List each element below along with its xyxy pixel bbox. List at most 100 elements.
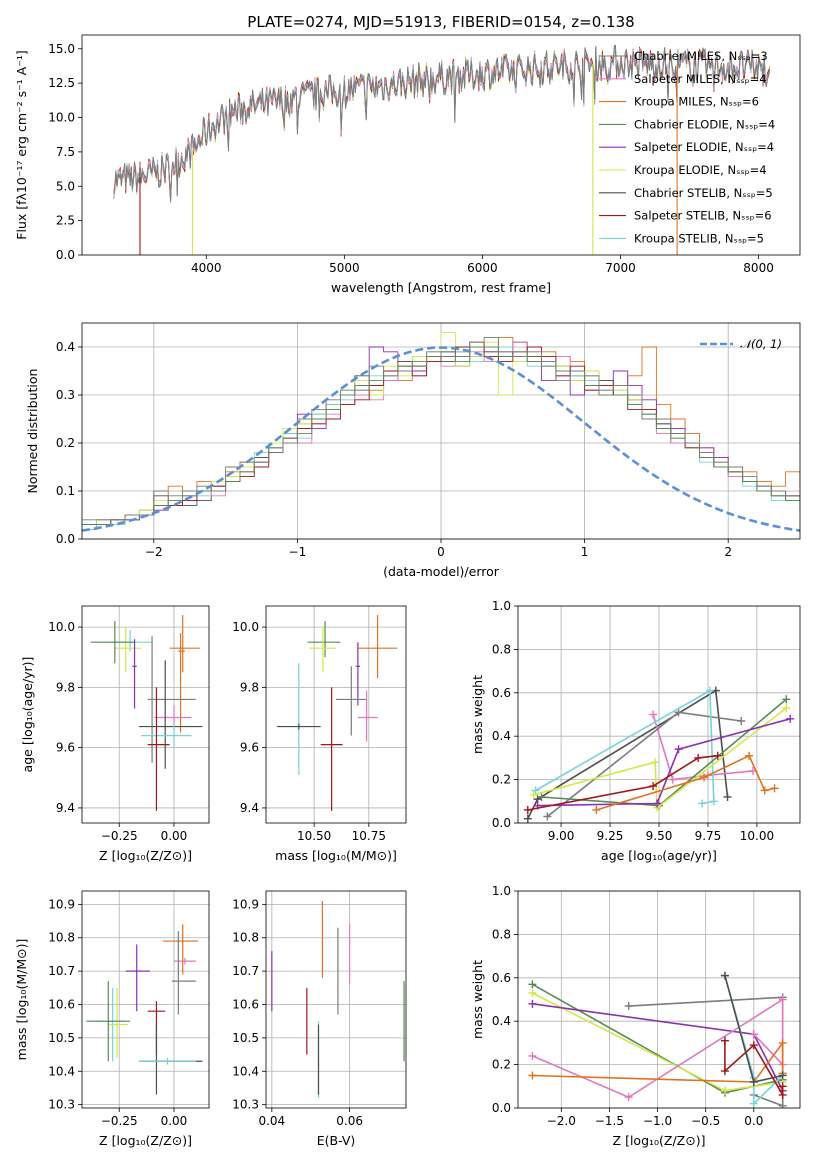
y-tick-label: 0.0 <box>56 248 75 262</box>
weight-marker <box>624 1002 633 1011</box>
y-tick-label: 0.8 <box>492 927 511 941</box>
y-axis-label: mass weight <box>470 675 485 754</box>
weight-marker <box>592 805 601 814</box>
weight-marker <box>737 717 746 726</box>
weight-marker <box>528 1051 537 1060</box>
y-tick-label: 10.3 <box>232 1098 259 1112</box>
y-tick-label: 2.5 <box>56 214 75 228</box>
weight-marker <box>786 714 795 723</box>
x-tick-label: 0.06 <box>336 1114 363 1128</box>
y-tick-label: 15.0 <box>48 42 75 56</box>
x-tick-label: 10.50 <box>297 829 331 843</box>
x-tick-label: 0.0 <box>744 1114 763 1128</box>
x-axis-label: mass [log₁₀(M/M⊙)] <box>275 848 397 863</box>
x-tick-label: 2 <box>724 545 732 559</box>
legend-label: Kroupa STELIB, Nₛₛₚ=5 <box>634 231 764 245</box>
weight-marker <box>705 686 714 695</box>
legend-label: Chabrier ELODIE, Nₛₛₚ=4 <box>634 117 775 131</box>
y-tick-label: 0.4 <box>492 1014 511 1028</box>
x-axis-label: Z [log₁₀(Z/Z⊙)] <box>99 1133 192 1148</box>
weight-marker <box>624 1093 633 1102</box>
y-tick-label: 0.2 <box>56 436 75 450</box>
y-tick-label: 10.3 <box>48 1098 75 1112</box>
x-tick-label: 9.75 <box>695 829 722 843</box>
y-axis-label: Flux [fλ10⁻¹⁷ erg cm⁻² s⁻¹ A⁻¹] <box>14 50 29 239</box>
weight-marker <box>749 1030 758 1039</box>
weight-marker <box>745 751 754 760</box>
y-tick-label: 10.8 <box>48 931 75 945</box>
histogram-step <box>82 346 800 530</box>
chart-title: PLATE=0274, MJD=51913, FIBERID=0154, z=0… <box>247 13 634 31</box>
weight-line <box>532 992 783 1092</box>
weight-marker <box>649 782 658 791</box>
x-tick-label: 0.00 <box>161 1114 188 1128</box>
axes-frame <box>81 890 210 1109</box>
y-axis-label: mass [log₁₀(M/M⊙)] <box>14 939 29 1061</box>
plot-area <box>271 901 405 1098</box>
axes-frame <box>81 34 801 256</box>
y-tick-label: 10.7 <box>232 964 259 978</box>
weight-marker <box>528 999 537 1008</box>
weight-marker <box>720 1086 729 1095</box>
weight-marker <box>531 786 540 795</box>
y-axis-label: Normed distribution <box>25 369 40 494</box>
y-tick-label: 0.2 <box>492 773 511 787</box>
x-tick-label: 0 <box>437 545 445 559</box>
y-tick-label: 10.4 <box>232 1064 259 1078</box>
weight-line <box>527 754 718 811</box>
x-axis-label: wavelength [Angstrom, rest frame] <box>331 280 551 295</box>
histogram-step <box>82 346 800 526</box>
legend-label: 𝒩(0, 1) <box>740 337 782 351</box>
x-tick-label: 0.00 <box>161 829 188 843</box>
weight-line <box>652 714 754 781</box>
y-tick-label: 10.9 <box>48 897 75 911</box>
weight-marker <box>720 1036 729 1045</box>
x-tick-label: 8000 <box>743 261 774 275</box>
chart-panel-0: 4000 5000 6000 7000 8000 0.0 2.5 5.0 7.5 10.0 12.5… <box>14 13 801 295</box>
y-tick-label: 10.7 <box>48 964 75 978</box>
y-tick-label: 10.4 <box>48 1064 75 1078</box>
x-tick-label: 9.00 <box>548 829 575 843</box>
weight-marker <box>713 751 722 760</box>
weight-marker <box>529 790 538 799</box>
weight-marker <box>528 988 537 997</box>
y-tick-label: 9.6 <box>240 741 259 755</box>
weight-line <box>532 1040 784 1083</box>
plot-area <box>82 332 800 532</box>
weight-marker <box>760 786 769 795</box>
histogram-step <box>82 336 800 521</box>
axes-frame <box>265 890 407 1109</box>
y-tick-label: 0.6 <box>492 971 511 985</box>
plot-area <box>276 615 398 811</box>
weight-line <box>535 689 715 805</box>
y-tick-label: 10.5 <box>48 1031 75 1045</box>
weight-line <box>596 754 775 811</box>
weight-marker <box>770 784 779 793</box>
y-tick-label: 9.4 <box>56 801 75 815</box>
x-tick-label: 9.25 <box>597 829 624 843</box>
axes-frame <box>265 605 407 824</box>
axes-frame <box>517 890 801 1109</box>
y-tick-label: 10.0 <box>48 111 75 125</box>
chart-panel-6: 0.04 0.06 10.3 10.4 10.5 10.6 10.7 10.8 10.9 E(B-… <box>232 890 407 1148</box>
x-axis-label: Z [log₁₀(Z/Z⊙)] <box>613 1133 706 1148</box>
x-axis-label: Z [log₁₀(Z/Z⊙)] <box>99 848 192 863</box>
weight-marker <box>698 799 707 808</box>
weight-marker <box>723 792 732 801</box>
histogram-step <box>82 346 800 530</box>
y-tick-label: 0.0 <box>56 532 75 546</box>
chart-panel-4: 9.00 9.25 9.50 9.75 10.00 0.0 0.2 0.4 0.6 0.8 1.0 a… <box>470 599 801 863</box>
x-tick-label: 6000 <box>467 261 498 275</box>
plot-area <box>86 924 203 1095</box>
y-axis-label: age [log₁₀(age/yr)] <box>20 657 35 773</box>
legend-label: Kroupa ELODIE, Nₛₛₚ=4 <box>634 163 767 177</box>
y-tick-label: 0.0 <box>492 816 511 830</box>
legend-label: Salpeter MILES, Nₛₛₚ=4 <box>634 72 767 86</box>
weight-marker <box>720 1067 729 1076</box>
y-tick-label: 1.0 <box>492 884 511 898</box>
x-tick-label: 10.75 <box>352 829 386 843</box>
weight-marker <box>668 775 677 784</box>
weight-marker <box>694 753 703 762</box>
weight-marker <box>523 814 532 823</box>
